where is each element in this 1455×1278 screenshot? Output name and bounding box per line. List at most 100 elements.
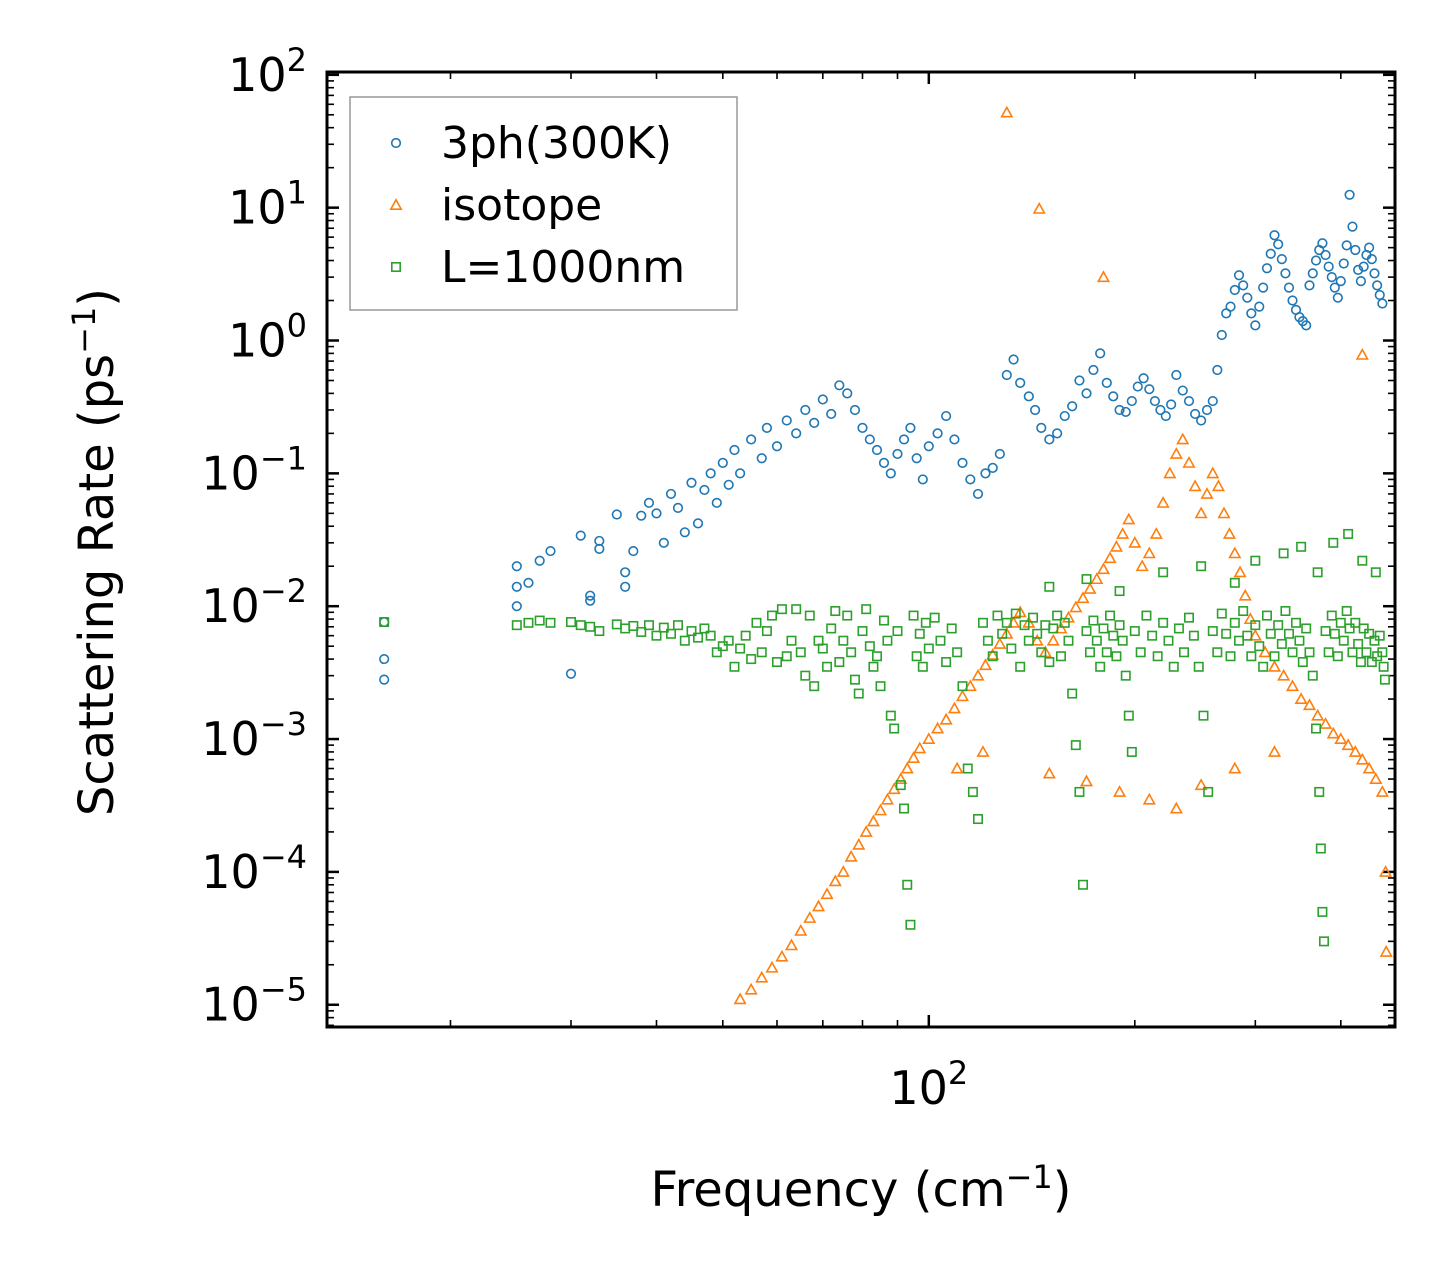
data-point: [800, 670, 811, 681]
data-point: [771, 657, 782, 668]
data-point: [1019, 620, 1030, 631]
data-point: [1229, 577, 1240, 588]
data-point: [1233, 270, 1245, 281]
data-point: [882, 635, 893, 646]
legend-label: isotope: [441, 180, 602, 231]
data-point: [1317, 238, 1328, 249]
data-point: [1101, 377, 1112, 388]
data-point: [963, 679, 977, 692]
data-point: [1182, 455, 1196, 468]
data-point: [565, 668, 577, 679]
data-point: [1320, 249, 1331, 261]
data-point: [1114, 586, 1125, 597]
data-point: [1369, 268, 1380, 279]
data-point: [545, 617, 556, 628]
data-point: [1144, 384, 1155, 395]
data-point: [611, 509, 622, 520]
data-point: [820, 887, 834, 900]
data-point: [1357, 555, 1368, 566]
data-point: [1319, 717, 1333, 729]
data-point: [987, 651, 998, 662]
data-point: [1129, 626, 1140, 637]
data-point: [1059, 410, 1070, 422]
data-point: [1311, 708, 1325, 721]
data-point: [643, 620, 654, 631]
data-point: [1030, 404, 1041, 416]
data-point: [978, 658, 993, 671]
data-point: [1312, 567, 1323, 578]
data-point: [1228, 546, 1242, 559]
data-point: [859, 825, 873, 837]
data-point: [1334, 732, 1348, 745]
data-point: [1109, 539, 1123, 552]
data-point: [1117, 635, 1128, 646]
data-point: [1311, 723, 1322, 734]
data-point: [1166, 399, 1177, 410]
data-point: [756, 647, 767, 658]
data-point: [987, 462, 998, 473]
data-point: [849, 404, 861, 416]
data-point: [895, 780, 906, 791]
data-point: [1347, 647, 1358, 658]
data-point: [746, 654, 757, 665]
data-point: [931, 721, 945, 734]
data-point: [1152, 651, 1163, 662]
data-point: [729, 661, 740, 672]
data-point: [939, 712, 953, 725]
data-point: [899, 803, 910, 814]
data-point: [1046, 633, 1060, 646]
data-point: [1212, 364, 1223, 376]
data-point: [826, 623, 837, 634]
data-point: [1350, 617, 1361, 628]
data-point: [1238, 606, 1249, 617]
data-point: [952, 647, 963, 658]
data-point: [1000, 105, 1014, 118]
data-point: [1105, 610, 1116, 621]
data-point: [817, 394, 828, 405]
data-point: [1265, 628, 1276, 639]
data-point: [643, 497, 655, 508]
data-point: [1222, 527, 1237, 539]
data-point: [1067, 688, 1078, 699]
data-point: [1273, 620, 1284, 631]
data-point: [902, 879, 913, 890]
data-point: [1069, 600, 1083, 613]
data-point: [651, 630, 662, 641]
y-tick-label: 10−4: [201, 838, 307, 899]
data-point: [1101, 647, 1112, 658]
data-point: [686, 477, 697, 488]
data-point: [950, 761, 964, 774]
data-point: [982, 635, 993, 646]
data-point: [1044, 581, 1055, 592]
data-point: [1076, 591, 1090, 604]
data-point: [828, 874, 842, 887]
data-point: [1032, 201, 1046, 214]
data-point: [628, 620, 639, 631]
data-point: [1074, 375, 1085, 386]
data-point: [1169, 447, 1183, 459]
data-point: [665, 488, 677, 500]
data-point: [1258, 661, 1269, 672]
data-point: [794, 923, 808, 936]
data-point: [1229, 284, 1240, 296]
series-triangle: [733, 105, 1393, 1005]
data-point: [1111, 651, 1122, 662]
data-point: [735, 468, 746, 479]
data-point: [1326, 610, 1337, 621]
data-point: [511, 581, 522, 592]
data-point: [672, 620, 683, 631]
data-point: [1248, 628, 1262, 641]
data-point: [986, 648, 1000, 660]
data-point: [885, 468, 896, 479]
data-point: [957, 457, 968, 468]
data-point: [692, 518, 704, 529]
data-point: [1355, 752, 1369, 765]
data-point: [679, 635, 690, 646]
data-point: [717, 457, 728, 468]
data-point: [1036, 422, 1047, 433]
data-point: [1141, 610, 1152, 621]
data-point: [803, 911, 817, 923]
data-point: [1250, 320, 1261, 331]
y-tick-label: 10−3: [201, 705, 307, 766]
data-point: [755, 970, 769, 983]
